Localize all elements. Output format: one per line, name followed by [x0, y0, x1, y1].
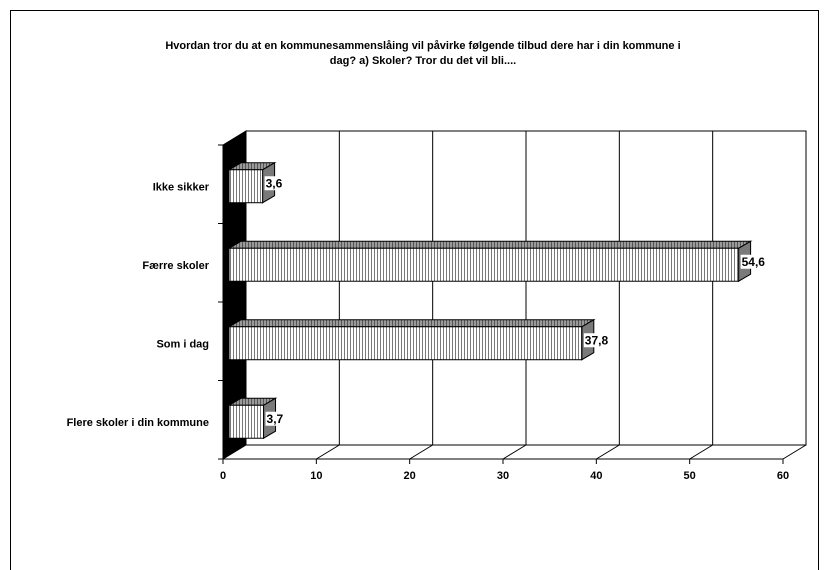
plot-area: 0 10 20 30 40 50 60 Ikke sikker 3,6 Færre skoler 5… [67, 130, 807, 482]
data-label-background [265, 411, 285, 426]
floor-gridline [689, 444, 713, 460]
bar-top [227, 240, 753, 249]
floor-gridline [596, 444, 620, 460]
data-label-background [740, 254, 767, 269]
bar [228, 326, 583, 361]
x-tick-label: 20 [404, 470, 416, 482]
floor-gridline [409, 444, 433, 460]
data-label: 3,6 [266, 176, 283, 190]
bar-chart: Hvordan tror du at en kommunesammenslåin… [67, 40, 807, 482]
data-label: 37,8 [585, 333, 609, 347]
floor-gridline [782, 444, 807, 460]
x-tick-label: 30 [497, 470, 509, 482]
category-label: Flere skoler i din kommune [67, 417, 209, 429]
x-tick-label: 60 [777, 470, 789, 482]
data-label-background [583, 333, 610, 348]
bar-top [227, 319, 596, 328]
bar [228, 404, 265, 439]
floor-gridline [502, 444, 527, 460]
chart-title-line-1: Hvordan tror du at en kommunesammenslåin… [165, 40, 680, 52]
data-label: 3,7 [267, 412, 284, 426]
bar [228, 169, 264, 204]
category-label: Som i dag [156, 338, 209, 350]
bar [228, 247, 740, 282]
chart-frame: Hvordan tror du at en kommunesammenslåin… [10, 10, 819, 570]
category-label: Færre skoler [142, 260, 209, 272]
category-label: Ikke sikker [153, 181, 210, 193]
x-tick-label: 10 [310, 470, 322, 482]
x-tick-label: 40 [590, 470, 602, 482]
data-label-background [264, 176, 284, 191]
x-tick-label: 50 [684, 470, 696, 482]
x-tick-label: 0 [220, 470, 226, 482]
data-label: 54,6 [742, 255, 766, 269]
chart-title-line-2: dag? a) Skoler? Tror du det vil bli.... [330, 55, 516, 67]
floor-gridline [316, 444, 340, 460]
side-wall [222, 130, 247, 460]
